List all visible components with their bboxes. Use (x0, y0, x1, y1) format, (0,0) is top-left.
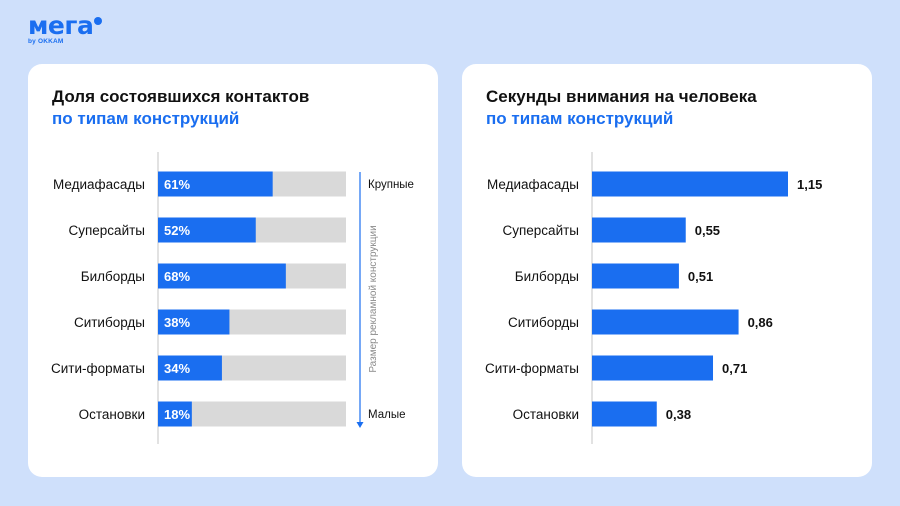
attention-seconds-category-label: Суперсайты (502, 223, 579, 238)
contacts-share-value-label: 38% (164, 315, 190, 330)
brand-logo: мега by OKKAM (28, 11, 103, 45)
contacts-share-bar (158, 355, 222, 381)
contacts-share-value-label: 52% (164, 223, 190, 238)
attention-seconds-chart: Медиафасады 1,15 Суперсайты 0,55 Билборды 0,5… (485, 152, 822, 444)
contacts-share-bar (158, 171, 273, 197)
attention-seconds-bar (592, 355, 714, 381)
size-scale-axis-label: Размер рекламной конструкции (368, 225, 379, 372)
contacts-share-value-label: 68% (164, 269, 190, 284)
attention-seconds-value-label: 0,86 (748, 315, 773, 330)
contacts-share-value-label: 34% (164, 361, 190, 376)
contacts-share-title-line1: Доля состоявшихся контактов (52, 87, 310, 106)
attention-seconds-value-label: 0,55 (695, 223, 720, 238)
attention-seconds-category-label: Медиафасады (487, 177, 579, 192)
attention-seconds-value-label: 1,15 (797, 177, 822, 192)
attention-seconds-bar (592, 263, 679, 289)
attention-seconds-bar (592, 217, 686, 243)
brand-wordmark: мега (28, 11, 103, 40)
attention-seconds-bar (592, 171, 788, 197)
attention-seconds-category-label: Сити-форматы (485, 361, 579, 376)
attention-seconds-category-label: Остановки (513, 407, 579, 422)
attention-seconds-value-label: 0,38 (666, 407, 691, 422)
contacts-share-value-label: 18% (164, 407, 190, 422)
contacts-share-category-label: Суперсайты (68, 223, 145, 238)
attention-seconds-category-label: Ситиборды (508, 315, 579, 330)
size-scale-bottom-label: Малые (368, 409, 405, 421)
brand-subtitle: by OKKAM (28, 38, 64, 45)
attention-seconds-bar (592, 309, 739, 335)
brand-dot (94, 17, 103, 25)
attention-seconds-value-label: 0,71 (722, 361, 747, 376)
contacts-share-category-label: Сити-форматы (51, 361, 145, 376)
contacts-share-bar (158, 401, 192, 427)
contacts-share-category-label: Билборды (81, 269, 145, 284)
attention-seconds-title-line1: Секунды внимания на человека (486, 87, 757, 106)
brand-name: мега (28, 11, 94, 40)
contacts-share-bar (158, 263, 286, 289)
contacts-share-value-label: 61% (164, 177, 190, 192)
attention-seconds-title: Секунды внимания на человека по типам ко… (486, 86, 757, 130)
contacts-share-title-line2: по типам конструкций (52, 109, 240, 128)
attention-seconds-title-line2: по типам конструкций (486, 109, 674, 128)
contacts-share-bar (158, 309, 230, 335)
size-scale-top-label: Крупные (368, 179, 414, 191)
attention-seconds-category-label: Билборды (515, 269, 579, 284)
contacts-share-category-label: Медиафасады (53, 177, 145, 192)
contacts-share-card: Доля состоявшихся контактов по типам кон… (28, 64, 438, 477)
size-scale-arrowhead (356, 422, 364, 428)
contacts-share-title: Доля состоявшихся контактов по типам кон… (52, 86, 309, 130)
contacts-share-category-label: Остановки (79, 407, 145, 422)
attention-seconds-card: Секунды внимания на человека по типам ко… (462, 64, 872, 477)
attention-seconds-bar (592, 401, 657, 427)
contacts-share-category-label: Ситиборды (74, 315, 145, 330)
contacts-share-bar (158, 217, 256, 243)
contacts-share-chart: Медиафасады 61% Суперсайты 52% Билборды 68% Си… (51, 152, 414, 444)
attention-seconds-value-label: 0,51 (688, 269, 713, 284)
